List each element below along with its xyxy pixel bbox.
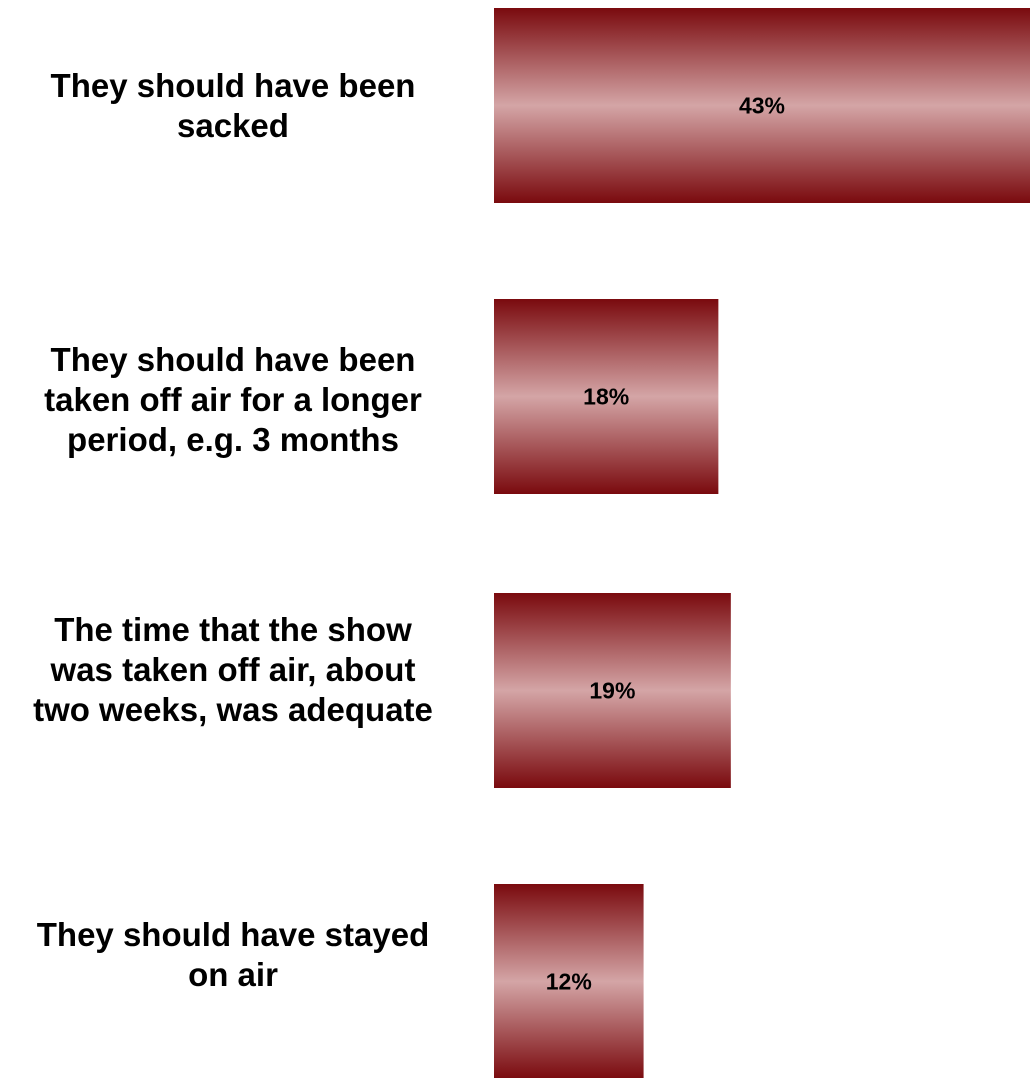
bar-4 [494,884,644,1078]
bars-group: 43% 18% 19% 12% [494,8,1030,1078]
bar-value-label-4: 12% [546,969,592,995]
category-label-1: They should have been sacked [0,66,466,146]
category-label-text-1: They should have been sacked [50,67,416,144]
bar-3 [494,593,731,788]
category-label-3: The time that the show was taken off air,… [0,610,466,730]
bar-value-label-2: 18% [583,384,629,410]
bar-value-label-3: 19% [589,678,635,704]
bar-2 [494,299,719,494]
category-label-text-4: They should have stayed on air [36,916,430,993]
category-label-4: They should have stayed on air [0,915,466,995]
category-label-text-2: They should have been taken off air for a… [44,341,422,458]
category-label-2: They should have been taken off air for a… [0,340,466,460]
bar-1 [494,8,1030,203]
category-label-text-3: The time that the show was taken off air,… [33,611,433,728]
bar-value-label-1: 43% [739,93,785,119]
